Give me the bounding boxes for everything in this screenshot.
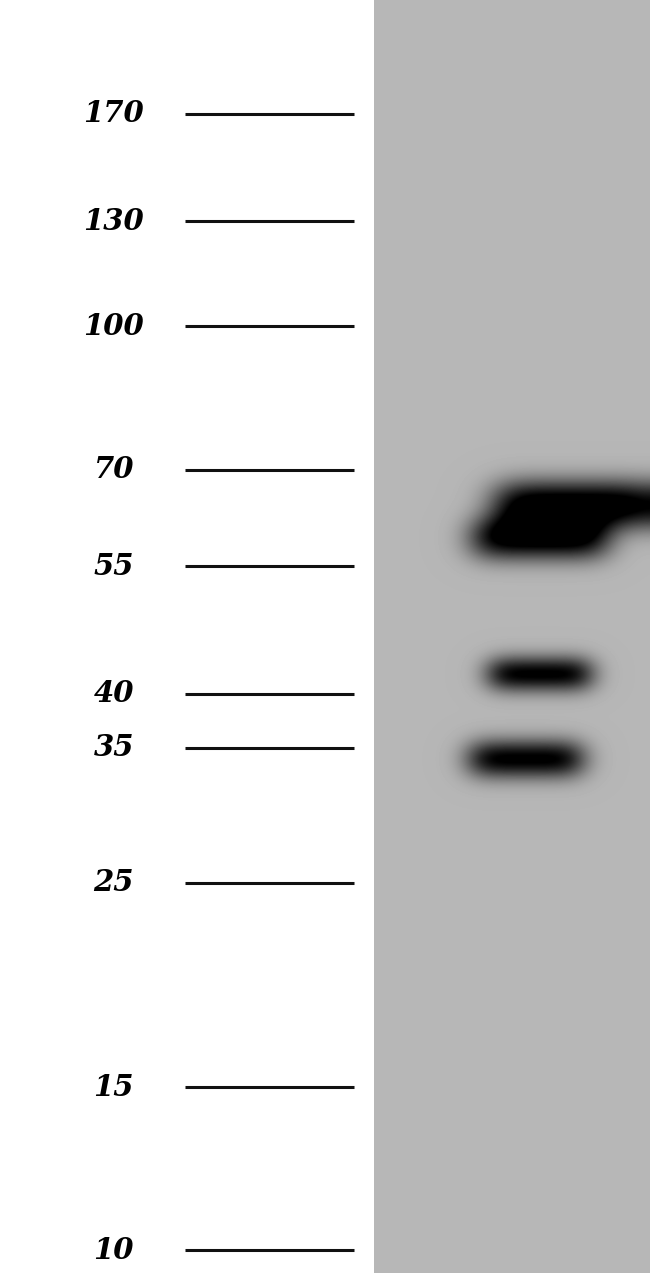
Text: 70: 70 xyxy=(94,454,134,484)
Text: 10: 10 xyxy=(94,1236,134,1264)
Text: 35: 35 xyxy=(94,733,134,763)
Text: 100: 100 xyxy=(83,312,144,341)
Text: 40: 40 xyxy=(94,680,134,709)
Text: 25: 25 xyxy=(94,868,134,897)
Bar xyxy=(374,0,650,1273)
Text: 170: 170 xyxy=(83,99,144,129)
Text: 15: 15 xyxy=(94,1073,134,1102)
Text: 55: 55 xyxy=(94,551,134,580)
Text: 130: 130 xyxy=(83,206,144,236)
